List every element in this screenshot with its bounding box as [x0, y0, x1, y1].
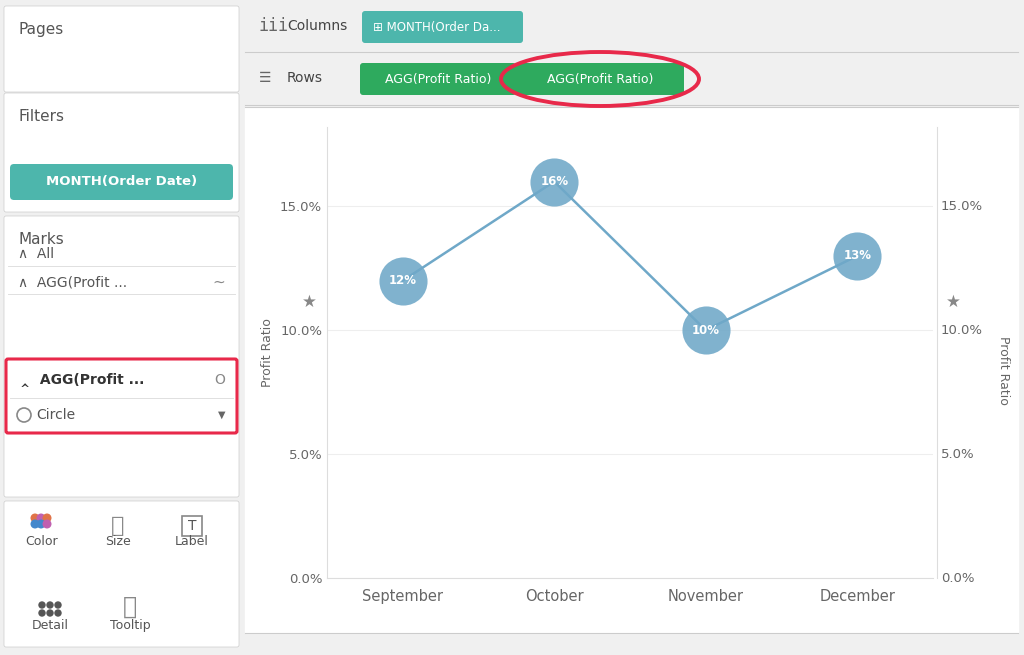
Text: ⎕: ⎕: [123, 595, 137, 619]
Text: ⊞ MONTH(Order Da...: ⊞ MONTH(Order Da...: [373, 20, 501, 33]
Circle shape: [43, 520, 51, 528]
FancyBboxPatch shape: [4, 6, 239, 92]
Text: ▼: ▼: [217, 410, 225, 420]
Point: [394, 275, 411, 286]
Point: [697, 325, 714, 335]
FancyBboxPatch shape: [6, 359, 237, 433]
Text: ∼: ∼: [212, 274, 225, 290]
FancyBboxPatch shape: [182, 516, 202, 536]
Text: MONTH(Order Date): MONTH(Order Date): [46, 176, 197, 189]
Text: Filters: Filters: [18, 109, 63, 124]
Text: 16%: 16%: [541, 175, 568, 188]
Text: Label: Label: [175, 535, 209, 548]
Circle shape: [31, 520, 39, 528]
Text: ★: ★: [301, 293, 316, 311]
Circle shape: [37, 520, 45, 528]
Text: ★: ★: [945, 293, 961, 311]
Text: T: T: [187, 519, 197, 533]
Circle shape: [37, 514, 45, 522]
Point: [546, 176, 562, 187]
FancyBboxPatch shape: [516, 63, 684, 95]
Text: AGG(Profit Ratio): AGG(Profit Ratio): [547, 73, 653, 86]
Text: 12%: 12%: [389, 274, 417, 287]
FancyBboxPatch shape: [4, 501, 239, 647]
Circle shape: [47, 602, 53, 608]
Y-axis label: Profit Ratio: Profit Ratio: [261, 318, 274, 387]
Text: O: O: [214, 373, 225, 387]
Bar: [245, 107, 1018, 633]
Circle shape: [55, 602, 61, 608]
Text: Rows: Rows: [287, 71, 323, 85]
Circle shape: [31, 514, 39, 522]
Text: Pages: Pages: [18, 22, 63, 37]
FancyBboxPatch shape: [362, 11, 523, 43]
Text: 13%: 13%: [843, 250, 871, 263]
Text: 5.0%: 5.0%: [941, 447, 975, 460]
Text: Size: Size: [105, 535, 131, 548]
FancyBboxPatch shape: [4, 93, 239, 212]
Text: Tooltip: Tooltip: [110, 619, 151, 632]
Text: Color: Color: [26, 535, 58, 548]
Circle shape: [17, 408, 31, 422]
Circle shape: [39, 602, 45, 608]
Text: ☰: ☰: [259, 71, 271, 85]
Text: 10.0%: 10.0%: [941, 324, 983, 337]
Text: ⛹: ⛹: [112, 516, 125, 536]
Point: [849, 251, 865, 261]
FancyBboxPatch shape: [10, 164, 233, 200]
Text: ∧  AGG(Profit ...: ∧ AGG(Profit ...: [18, 275, 127, 289]
Text: 10%: 10%: [692, 324, 720, 337]
Text: Columns: Columns: [287, 19, 347, 33]
Text: 0.0%: 0.0%: [941, 572, 975, 584]
Bar: [245, 0, 1018, 105]
Text: Profit Ratio: Profit Ratio: [997, 335, 1011, 404]
Circle shape: [39, 610, 45, 616]
FancyBboxPatch shape: [360, 63, 516, 95]
Text: ‸  AGG(Profit ...: ‸ AGG(Profit ...: [20, 373, 144, 387]
Text: 15.0%: 15.0%: [941, 200, 983, 213]
FancyBboxPatch shape: [4, 216, 239, 497]
Text: Circle: Circle: [36, 408, 75, 422]
Circle shape: [43, 514, 51, 522]
Text: Marks: Marks: [18, 232, 63, 247]
Text: ∧  All: ∧ All: [18, 247, 54, 261]
Text: AGG(Profit Ratio): AGG(Profit Ratio): [385, 73, 492, 86]
Circle shape: [55, 610, 61, 616]
Text: iii: iii: [259, 17, 289, 35]
Text: Detail: Detail: [32, 619, 69, 632]
Circle shape: [47, 610, 53, 616]
